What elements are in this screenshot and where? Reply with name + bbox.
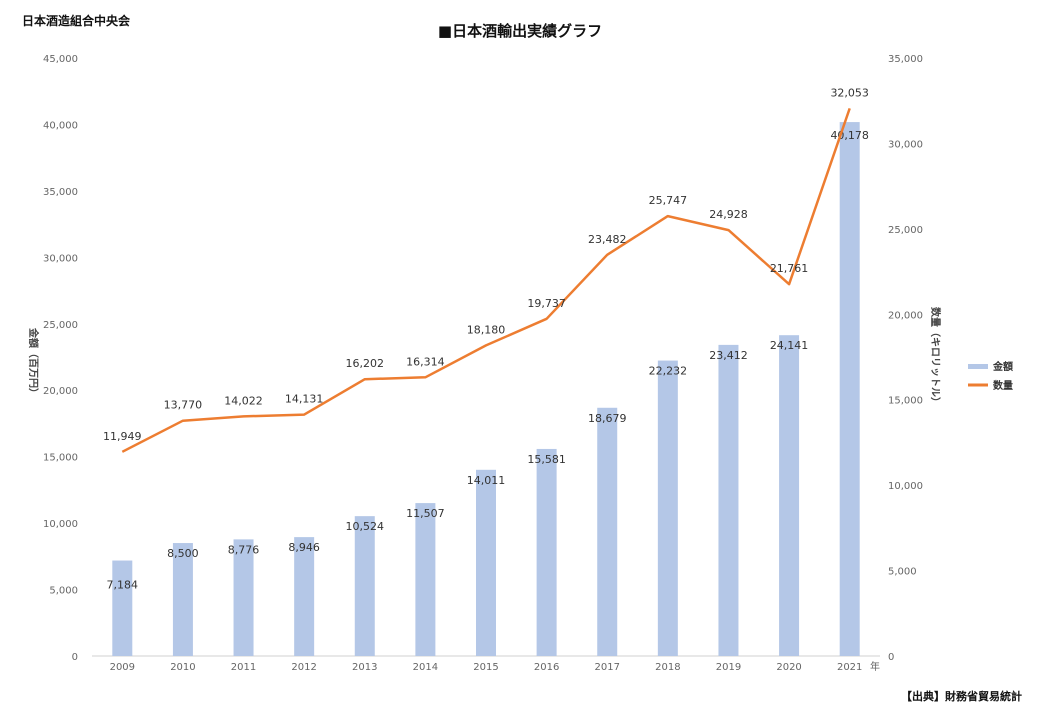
amount-bar [536, 448, 557, 656]
amount-data-label: 7,184 [107, 579, 139, 592]
x-axis-tick-label: 2016 [534, 662, 559, 673]
amount-bar [172, 543, 193, 656]
amount-bar [657, 360, 678, 656]
amount-bar [294, 537, 315, 656]
amount-data-label: 22,232 [649, 365, 688, 378]
organization-name: 日本酒造組合中央会 [22, 13, 131, 28]
amount-data-label: 8,946 [288, 541, 320, 554]
amount-bar [718, 344, 739, 656]
left-axis-tick-label: 5,000 [49, 586, 78, 597]
left-axis-tick-label: 10,000 [43, 519, 78, 530]
x-axis-tick-label: 2010 [170, 662, 195, 673]
quantity-data-label: 11,949 [103, 430, 142, 443]
x-axis-tick-label: 2020 [776, 662, 801, 673]
amount-data-label: 24,141 [770, 339, 809, 352]
amount-data-label: 23,412 [709, 349, 748, 362]
right-axis-tick-label: 20,000 [888, 310, 923, 321]
amount-data-label: 15,581 [527, 453, 566, 466]
legend-label-quantity: 数量 [993, 379, 1013, 392]
quantity-data-label: 16,314 [406, 355, 445, 368]
x-axis-tick-label: 2018 [655, 662, 680, 673]
left-axis-tick-label: 0 [72, 652, 78, 663]
amount-bar [354, 516, 375, 656]
x-axis-tick-label: 2015 [473, 662, 498, 673]
right-axis-label: 数量（キロリットル） [929, 307, 942, 407]
quantity-data-label: 16,202 [346, 357, 385, 370]
source-note: 【出典】財務省貿易統計 [901, 689, 1022, 703]
amount-data-label: 8,776 [228, 543, 260, 556]
quantity-data-label: 25,747 [649, 194, 688, 207]
quantity-data-label: 32,053 [830, 86, 869, 99]
left-axis-tick-label: 45,000 [43, 54, 78, 65]
legend: 金額 数量 [968, 360, 1013, 392]
right-axis-tick-label: 5,000 [888, 567, 917, 578]
quantity-data-label: 21,761 [770, 262, 809, 275]
left-axis-tick-label: 15,000 [43, 453, 78, 464]
x-axis-tick-label: 2021 [837, 662, 862, 673]
legend-swatch-amount [968, 364, 988, 369]
x-axis-tick-label: 2013 [352, 662, 377, 673]
quantity-data-label: 13,770 [164, 399, 203, 412]
chart-title: ■日本酒輸出実績グラフ [438, 22, 602, 40]
left-axis-tick-label: 20,000 [43, 386, 78, 397]
left-axis-tick-label: 35,000 [43, 187, 78, 198]
amount-data-label: 18,679 [588, 412, 627, 425]
amount-bar [779, 335, 800, 656]
legend-label-amount: 金額 [992, 360, 1013, 373]
amount-data-label: 14,011 [467, 474, 506, 487]
quantity-series-line [121, 107, 851, 453]
left-axis-tick-label: 40,000 [43, 120, 78, 131]
right-axis-tick-label: 30,000 [888, 139, 923, 150]
amount-bar [233, 539, 254, 656]
amount-bar [415, 503, 436, 656]
right-axis-tick-label: 15,000 [888, 396, 923, 407]
left-axis-tick-label: 25,000 [43, 320, 78, 331]
amount-bar [476, 469, 496, 656]
quantity-data-label: 14,022 [224, 394, 263, 407]
x-axis-unit-label: 年 [870, 660, 880, 673]
amount-data-label: 40,178 [830, 129, 869, 142]
amount-data-label: 11,507 [406, 507, 445, 520]
x-axis-tick-label: 2019 [716, 662, 741, 673]
right-axis-tick-label: 0 [888, 652, 894, 663]
right-axis-tick-label: 10,000 [888, 481, 923, 492]
quantity-data-label: 14,131 [285, 393, 324, 406]
right-axis-tick-label: 25,000 [888, 225, 923, 236]
amount-bar [597, 407, 618, 656]
left-axis-label: 金額（百万円） [27, 327, 40, 398]
x-axis-tick-label: 2009 [110, 662, 135, 673]
x-axis-tick-label: 2014 [413, 662, 438, 673]
quantity-data-label: 19,737 [527, 297, 566, 310]
amount-bar [839, 122, 860, 656]
amount-data-label: 8,500 [167, 547, 199, 560]
quantity-data-label: 18,180 [467, 323, 506, 336]
x-axis-tick-label: 2011 [231, 662, 256, 673]
right-axis-tick-label: 35,000 [888, 54, 923, 65]
amount-data-label: 10,524 [346, 520, 385, 533]
quantity-data-label: 24,928 [709, 208, 748, 221]
left-axis-tick-label: 30,000 [43, 253, 78, 264]
x-axis-tick-label: 2017 [595, 662, 620, 673]
quantity-data-label: 23,482 [588, 233, 627, 246]
amount-bar [112, 560, 133, 656]
x-axis-tick-label: 2012 [291, 662, 316, 673]
